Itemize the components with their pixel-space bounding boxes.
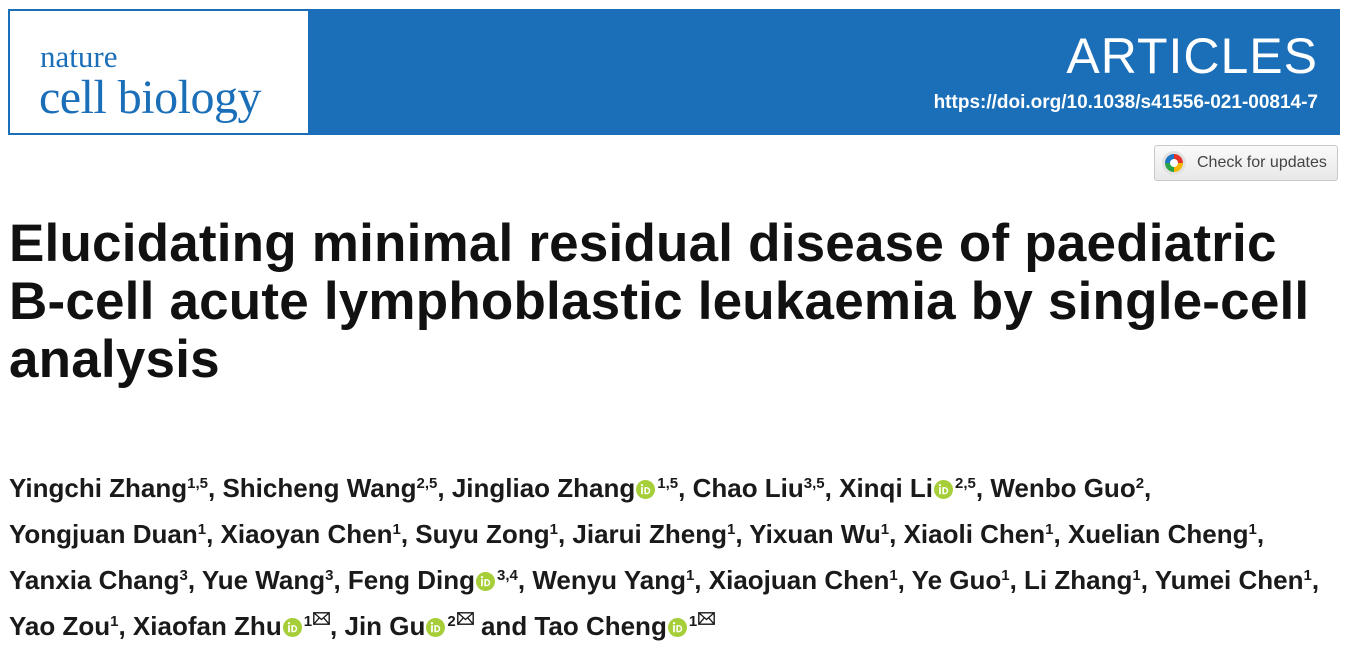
affiliation-marker: 3,5 xyxy=(803,475,825,492)
orcid-icon[interactable] xyxy=(476,572,495,591)
author[interactable]: Yao Zou1 xyxy=(9,611,118,641)
affiliation-marker: 1 xyxy=(685,567,695,584)
author-name: Yingchi Zhang xyxy=(9,473,188,503)
author-name: Yanxia Chang xyxy=(9,565,180,595)
envelope-icon[interactable] xyxy=(313,612,330,625)
author[interactable]: Shicheng Wang2,5 xyxy=(222,473,437,503)
doi-link[interactable]: https://doi.org/10.1038/s41556-021-00814… xyxy=(933,92,1318,113)
affiliation-marker: 1 xyxy=(726,521,736,538)
author-name: Yao Zou xyxy=(9,611,111,641)
author[interactable]: Xiaojuan Chen1 xyxy=(709,565,898,595)
article-type-label: ARTICLES xyxy=(1066,28,1318,84)
affiliation-marker: 1,5 xyxy=(657,475,679,492)
author[interactable]: Xiaoyan Chen1 xyxy=(221,519,401,549)
author-name: Jin Gu xyxy=(344,611,426,641)
author[interactable]: Xiaofan Zhu 1 xyxy=(133,611,330,641)
journal-logo[interactable]: nature cell biology xyxy=(10,11,308,133)
author[interactable]: Yixuan Wu1 xyxy=(749,519,889,549)
journal-name-line2: cell biology xyxy=(39,71,261,124)
affiliation-marker: 1 xyxy=(110,613,119,630)
author[interactable]: Ye Guo1 xyxy=(912,565,1010,595)
journal-name-line1: nature xyxy=(40,39,118,74)
author-name: Xiaoyan Chen xyxy=(220,519,393,549)
author[interactable]: Yingchi Zhang1,5 xyxy=(9,473,208,503)
author-name: Yixuan Wu xyxy=(749,519,881,549)
affiliation-marker: 1 xyxy=(889,567,898,584)
author[interactable]: Chao Liu3,5 xyxy=(693,473,825,503)
author-name: Ye Guo xyxy=(911,565,1002,595)
affiliation-marker: 1 xyxy=(392,521,401,538)
check-for-updates-icon xyxy=(1162,151,1186,175)
check-for-updates-button[interactable]: Check for updates xyxy=(1154,145,1338,181)
author-name: Yongjuan Duan xyxy=(9,519,198,549)
envelope-icon[interactable] xyxy=(456,612,474,625)
author[interactable]: Li Zhang1 xyxy=(1024,565,1141,595)
author[interactable]: Feng Ding 3,4 xyxy=(348,565,518,595)
orcid-icon[interactable] xyxy=(667,618,687,637)
author[interactable]: Xiaoli Chen1 xyxy=(904,519,1054,549)
author[interactable]: Jin Gu 2 xyxy=(345,611,474,641)
envelope-icon[interactable] xyxy=(698,612,716,625)
author-name: Xinqi Li xyxy=(839,473,933,503)
journal-header: nature cell biology ARTICLES https://doi… xyxy=(8,9,1340,135)
affiliation-marker: 1 xyxy=(197,521,207,538)
author-name: Jiarui Zheng xyxy=(572,519,727,549)
article-title: Elucidating minimal residual disease of … xyxy=(9,214,1310,389)
check-for-updates-label: Check for updates xyxy=(1197,154,1327,171)
orcid-icon[interactable] xyxy=(426,618,446,637)
author-list: Yingchi Zhang1,5, Shicheng Wang2,5, Jing… xyxy=(9,473,1320,641)
author[interactable]: Jiarui Zheng1 xyxy=(572,519,735,549)
author-name: Wenyu Yang xyxy=(532,565,686,595)
affiliation-marker: 1 xyxy=(1001,567,1010,584)
author-name: Xiaoli Chen xyxy=(903,519,1046,549)
author-name: Yue Wang xyxy=(201,565,326,595)
affiliation-marker: 1 xyxy=(1248,521,1257,538)
author-name: Chao Liu xyxy=(692,473,804,503)
affiliation-marker: 2 xyxy=(1135,475,1145,492)
affiliation-marker: 2 xyxy=(447,613,456,630)
affiliation-marker: 1 xyxy=(1132,567,1141,584)
author[interactable]: Wenyu Yang1 xyxy=(532,565,694,595)
author[interactable]: Xuelian Cheng1 xyxy=(1068,519,1257,549)
author[interactable]: Xinqi Li 2,5 xyxy=(839,473,976,503)
affiliation-marker: 1 xyxy=(880,521,890,538)
author[interactable]: Yanxia Chang3 xyxy=(9,565,188,595)
affiliation-marker: 3,4 xyxy=(497,567,518,584)
author[interactable]: Yumei Chen1 xyxy=(1155,565,1312,595)
author[interactable]: Jingliao Zhang 1,5 xyxy=(452,473,678,503)
orcid-icon[interactable] xyxy=(636,480,656,499)
orcid-icon[interactable] xyxy=(282,618,302,637)
author[interactable]: Suyu Zong1 xyxy=(415,519,558,549)
affiliation-marker: 1 xyxy=(1045,521,1054,538)
author-name: Xiaojuan Chen xyxy=(708,565,890,595)
affiliation-marker: 3 xyxy=(179,567,188,584)
orcid-icon[interactable] xyxy=(934,480,953,499)
author-name: Wenbo Guo xyxy=(990,473,1136,503)
affiliation-marker: 1 xyxy=(1303,567,1312,584)
affiliation-marker: 1 xyxy=(549,521,558,538)
author-name: Suyu Zong xyxy=(415,519,550,549)
affiliation-marker: 2,5 xyxy=(416,475,438,492)
author-name: Jingliao Zhang xyxy=(451,473,636,503)
author-name: Li Zhang xyxy=(1024,565,1133,595)
author-name: Feng Ding xyxy=(347,565,475,595)
author-name: Xuelian Cheng xyxy=(1067,519,1249,549)
author[interactable]: Yongjuan Duan1 xyxy=(9,519,206,549)
author[interactable]: Tao Cheng 1 xyxy=(534,611,716,641)
affiliation-marker: 1 xyxy=(303,613,313,630)
author[interactable]: Wenbo Guo2 xyxy=(990,473,1144,503)
affiliation-marker: 2,5 xyxy=(955,475,976,492)
author-name: Yumei Chen xyxy=(1154,565,1304,595)
author-name: Tao Cheng xyxy=(534,611,667,641)
affiliation-marker: 3 xyxy=(325,567,334,584)
author-name: Xiaofan Zhu xyxy=(132,611,282,641)
author-name: Shicheng Wang xyxy=(222,473,417,503)
author[interactable]: Yue Wang3 xyxy=(202,565,334,595)
affiliation-marker: 1 xyxy=(688,613,698,630)
affiliation-marker: 1,5 xyxy=(187,475,208,492)
